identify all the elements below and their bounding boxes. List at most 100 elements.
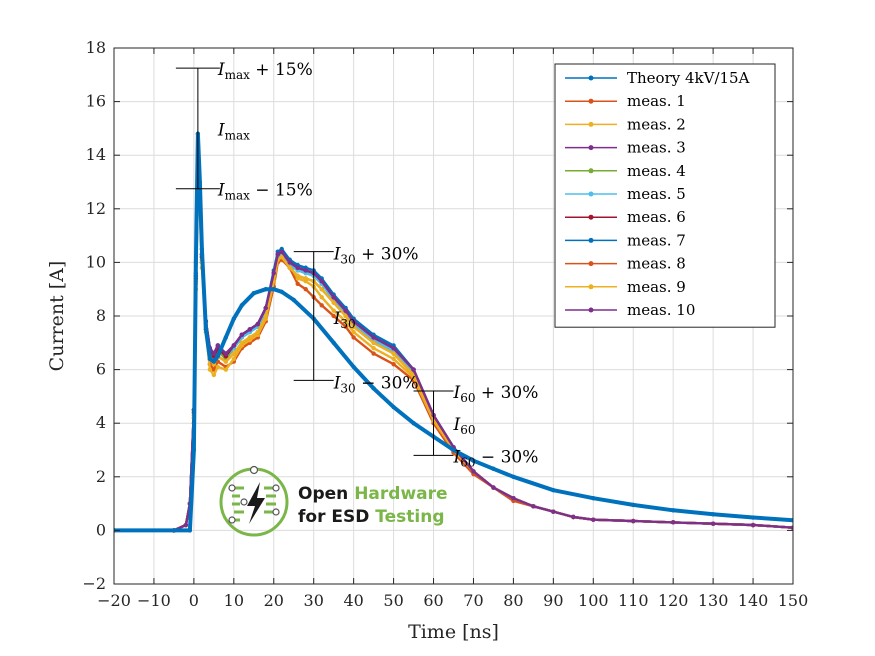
y-tick-label: 12	[86, 199, 106, 218]
y-tick-label: 8	[96, 306, 106, 325]
data-point	[531, 504, 536, 509]
data-point	[303, 287, 308, 292]
x-tick-label: 70	[463, 591, 483, 610]
data-point	[670, 520, 676, 525]
data-point	[211, 351, 217, 356]
data-point	[631, 518, 636, 524]
legend-entry: meas. 4	[565, 162, 686, 180]
y-tick-label: 2	[96, 467, 106, 486]
data-point	[247, 327, 252, 332]
data-point	[319, 287, 324, 292]
data-point	[411, 421, 416, 426]
y-tick-label: −2	[82, 574, 106, 593]
x-tick-label: 150	[778, 591, 809, 610]
x-tick-label: 0	[189, 591, 199, 610]
annotation-i30-minus: I30 − 30%	[333, 373, 419, 395]
legend-entry: meas. 1	[565, 92, 686, 110]
legend-label: meas. 5	[627, 185, 686, 203]
legend-label: meas. 3	[627, 139, 686, 157]
data-point	[239, 303, 245, 308]
series-0	[114, 131, 793, 533]
data-point	[343, 313, 348, 319]
data-point	[271, 287, 276, 292]
legend-entry: meas. 6	[565, 208, 686, 226]
data-point	[287, 260, 292, 265]
data-point	[351, 329, 356, 335]
data-point	[287, 265, 292, 270]
data-point	[215, 354, 221, 359]
data-point	[371, 345, 376, 351]
open-hardware-esd-logo: Open Hardware for ESD Testing	[219, 465, 448, 537]
data-point	[275, 252, 280, 257]
x-tick-label: 40	[343, 591, 363, 610]
y-tick-label: 10	[86, 252, 106, 271]
x-tick-label: −20	[97, 591, 131, 610]
x-tick-label: 20	[264, 591, 284, 610]
data-point	[191, 447, 197, 453]
x-tick-label: −10	[137, 591, 171, 610]
legend-label: meas. 6	[627, 208, 686, 226]
legend-label: meas. 1	[627, 92, 686, 110]
x-tick-label: 30	[304, 591, 324, 610]
data-point	[331, 313, 336, 319]
data-point	[271, 270, 276, 276]
data-point	[223, 359, 229, 364]
data-point	[197, 179, 203, 185]
data-point	[351, 319, 356, 324]
data-point	[255, 329, 260, 335]
data-point	[551, 488, 556, 493]
data-point	[551, 509, 556, 514]
tolerance-annotations: Imax + 15% Imax Imax − 15% I30 + 30% I30 I30 …	[175, 60, 539, 469]
data-point	[331, 308, 336, 313]
data-point	[295, 273, 300, 278]
data-point	[331, 300, 336, 305]
data-point	[591, 496, 596, 501]
data-point	[710, 521, 716, 526]
data-point	[631, 502, 636, 508]
data-point	[211, 359, 217, 364]
logo-line-1: Open Hardware	[298, 484, 448, 504]
annotation-i30: I30	[333, 309, 356, 331]
data-point	[183, 522, 189, 528]
data-point	[471, 458, 476, 463]
data-point	[223, 335, 229, 340]
data-point	[790, 525, 793, 530]
legend-label: meas. 10	[627, 301, 695, 319]
legend-label: meas. 2	[627, 115, 686, 133]
lightning-circuit-icon	[228, 465, 280, 524]
y-tick-label: 6	[96, 360, 106, 379]
x-tick-label: 110	[618, 591, 649, 610]
x-axis-label: Time [ns]	[408, 621, 499, 643]
data-point	[511, 474, 516, 479]
annotation-imax-plus: Imax + 15%	[217, 60, 313, 82]
data-point	[279, 289, 284, 295]
data-point	[591, 517, 596, 522]
data-point	[491, 466, 496, 471]
data-point	[203, 327, 209, 332]
data-point	[295, 281, 300, 287]
data-point	[710, 512, 716, 517]
data-point	[411, 367, 416, 372]
data-point	[343, 308, 348, 313]
data-point	[351, 335, 356, 340]
data-point	[263, 305, 268, 311]
y-tick-label: 0	[96, 520, 106, 539]
data-point	[263, 287, 268, 292]
x-tick-label: 90	[543, 591, 563, 610]
data-point	[247, 335, 252, 340]
data-point	[279, 254, 284, 260]
data-point	[303, 268, 308, 273]
annotation-i60-plus: I60 + 30%	[453, 383, 539, 405]
data-point	[351, 324, 356, 329]
y-tick-label: 4	[96, 413, 106, 432]
data-point	[207, 367, 213, 372]
data-point	[223, 367, 229, 372]
data-point	[491, 485, 496, 490]
data-point	[193, 260, 199, 265]
data-point	[391, 356, 396, 362]
legend-entry: meas. 8	[565, 255, 686, 273]
data-point	[351, 364, 356, 370]
legend-entry: meas. 5	[565, 185, 686, 203]
annotation-i60: I60	[453, 415, 476, 437]
